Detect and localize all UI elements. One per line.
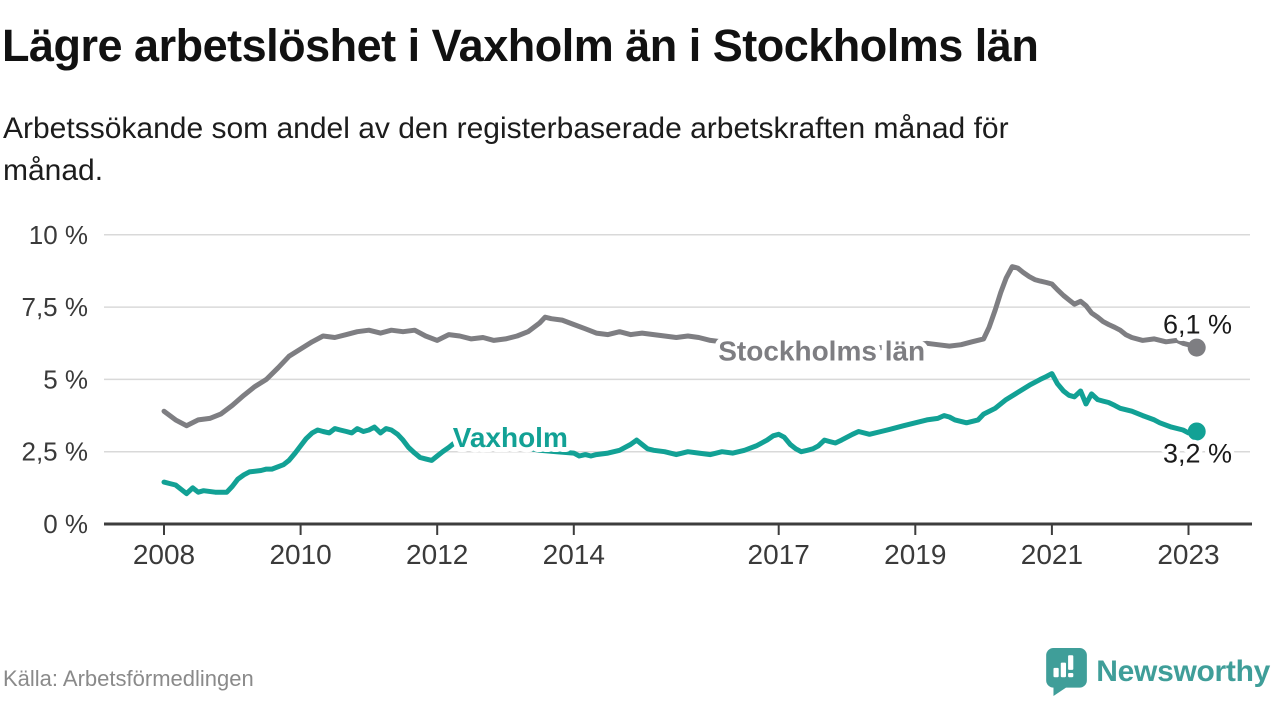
y-axis-label: 0 % [43,509,88,539]
chart-subtitle: Arbetssökande som andel av den registerb… [3,108,1009,192]
source-note: Källa: Arbetsförmedlingen [3,666,254,691]
subtitle-line-2: månad. [3,154,104,187]
y-axis-label: 10 % [29,220,88,250]
newsworthy-logo: Newsworthy [1045,648,1270,696]
series-line-vaxholm [161,371,1200,497]
x-axis-label: 2021 [1021,539,1083,570]
y-axis-label: 7,5 % [22,292,89,322]
x-axis-label: 2023 [1157,539,1219,570]
chart-title: Lägre arbetslöshet i Vaxholm än i Stockh… [2,20,1039,71]
x-axis-label: 2017 [748,539,810,570]
newsworthy-wordmark: Newsworthy [1096,655,1270,688]
series-label-stockholms-lan: Stockholms län [718,336,925,367]
x-axis-label: 2019 [884,539,946,570]
x-axis-label: 2012 [406,539,468,570]
end-value-label-stockholms-lan: 6,1 % [1163,310,1232,340]
end-dot-vaxholm [1187,422,1206,441]
x-axis-label: 2010 [269,539,331,570]
x-axis-label: 2014 [543,539,605,570]
end-dot-stockholms-lan [1187,338,1206,357]
y-axis-label: 5 % [43,364,88,394]
x-axis-label: 2008 [133,539,195,570]
subtitle-line-1: Arbetssökande som andel av den registerb… [3,112,1009,145]
series-line-stockholms-lan [161,264,1200,429]
series-label-vaxholm: Vaxholm [453,422,568,453]
end-value-label-vaxholm: 3,2 % [1163,439,1232,469]
y-axis-label: 2,5 % [22,437,89,467]
bar-chart-speech-bubble-icon [1046,648,1088,696]
